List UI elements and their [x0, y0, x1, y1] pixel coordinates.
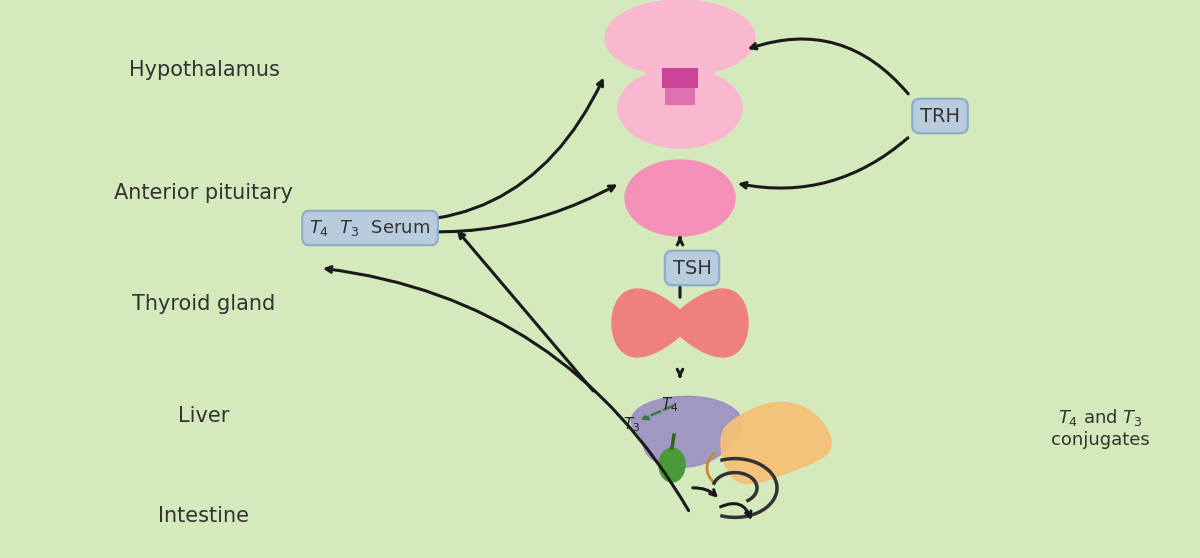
- Bar: [0, 248, 1200, 360]
- Bar: [0, 0, 1200, 126]
- Text: Thyroid gland: Thyroid gland: [132, 294, 276, 314]
- Text: Liver: Liver: [179, 406, 229, 426]
- Text: $T_4$  $T_3$  Serum: $T_4$ $T_3$ Serum: [310, 218, 431, 238]
- Bar: [0, 360, 1200, 472]
- Bar: [0, 126, 1200, 248]
- Polygon shape: [618, 68, 742, 148]
- Text: Hypothalamus: Hypothalamus: [128, 60, 280, 80]
- Polygon shape: [631, 396, 742, 467]
- Polygon shape: [721, 402, 830, 484]
- Polygon shape: [662, 315, 698, 333]
- Polygon shape: [672, 289, 748, 357]
- Bar: [0, 472, 1200, 558]
- Text: $T_4$: $T_4$: [661, 396, 679, 415]
- Text: $T_3$: $T_3$: [624, 416, 641, 434]
- Text: Intestine: Intestine: [158, 506, 250, 526]
- Polygon shape: [612, 289, 688, 357]
- Text: Anterior pituitary: Anterior pituitary: [114, 182, 294, 203]
- Polygon shape: [665, 78, 695, 105]
- Polygon shape: [605, 0, 755, 76]
- Text: $T_4$ and $T_3$
conjugates: $T_4$ and $T_3$ conjugates: [1051, 407, 1150, 449]
- Polygon shape: [625, 160, 734, 236]
- Polygon shape: [659, 448, 685, 482]
- Text: TSH: TSH: [672, 258, 712, 277]
- Polygon shape: [662, 68, 698, 88]
- Text: TRH: TRH: [920, 107, 960, 126]
